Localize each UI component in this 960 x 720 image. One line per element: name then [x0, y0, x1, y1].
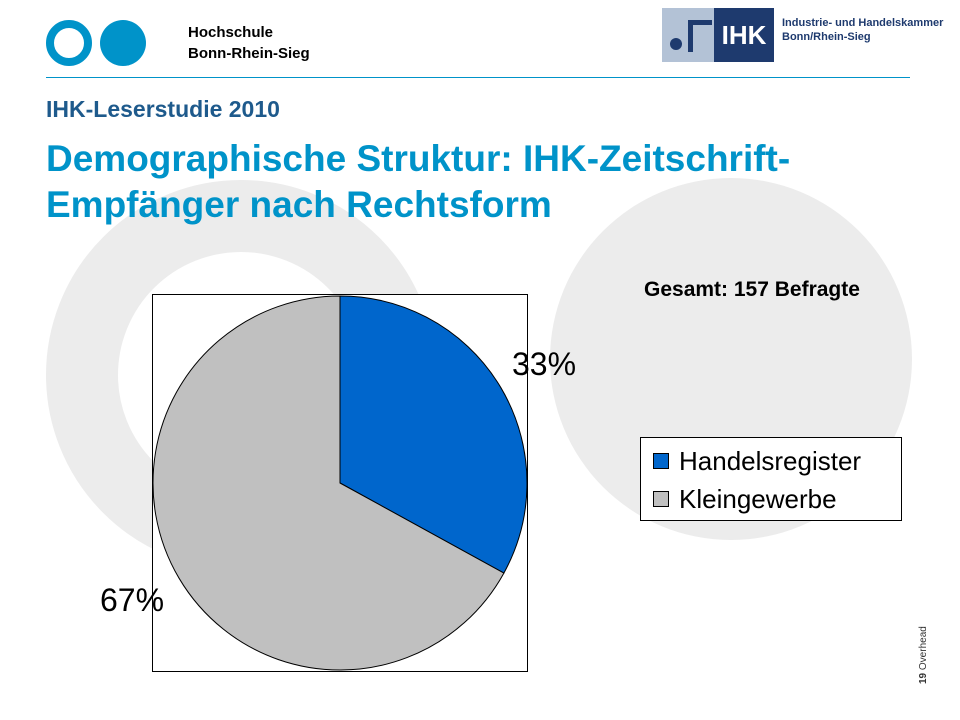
chart-legend: Handelsregister Kleingewerbe: [640, 437, 902, 521]
slide-number: 19 Overhead: [918, 626, 929, 684]
hochschule-logo: [46, 20, 156, 70]
ihk-name-line1: Industrie- und Handelskammer: [782, 17, 944, 29]
hochschule-name: Hochschule Bonn-Rhein-Sieg: [188, 22, 310, 64]
ihk-bar-icon: [688, 20, 693, 52]
slide-subtitle: IHK-Leserstudie 2010: [46, 96, 280, 122]
legend-label: Kleingewerbe: [679, 483, 837, 514]
hochschule-name-line2: Bonn-Rhein-Sieg: [188, 45, 310, 62]
legend-item-kleingewerbe: Kleingewerbe: [653, 482, 837, 516]
legend-swatch: [653, 491, 669, 507]
data-label-handelsregister: 33%: [512, 346, 577, 382]
legend-item-handelsregister: Handelsregister: [653, 444, 861, 478]
respondents-total: Gesamt: 157 Befragte: [644, 278, 860, 301]
ihk-dot-icon: [670, 38, 682, 50]
slide-number-value: 19: [918, 672, 929, 684]
slide-title: Demographische Struktur: IHK-Zeitschrift…: [46, 138, 791, 225]
ihk-name: Industrie- und Handelskammer Bonn/Rhein-…: [782, 16, 943, 44]
pie-slice-kleingewerbe: [153, 295, 505, 671]
ihk-logo: IHK: [662, 8, 774, 62]
ring-icon: [46, 20, 92, 66]
pie-chart-frame: [152, 294, 528, 672]
slide-number-label: Overhead: [918, 626, 929, 671]
filled-circle-icon: [100, 20, 146, 66]
ihk-bar-icon: [692, 20, 712, 25]
pie-slice-handelsregister: [339, 295, 527, 574]
ihk-name-line2: Bonn/Rhein-Sieg: [782, 31, 871, 43]
data-label-kleingewerbe: 67%: [100, 582, 165, 618]
legend-label: Handelsregister: [679, 445, 862, 476]
pie-chart: [153, 295, 527, 671]
legend-swatch: [653, 453, 669, 469]
ihk-mark: IHK: [714, 8, 774, 62]
header-divider: [46, 77, 910, 78]
hochschule-name-line1: Hochschule: [188, 24, 274, 41]
